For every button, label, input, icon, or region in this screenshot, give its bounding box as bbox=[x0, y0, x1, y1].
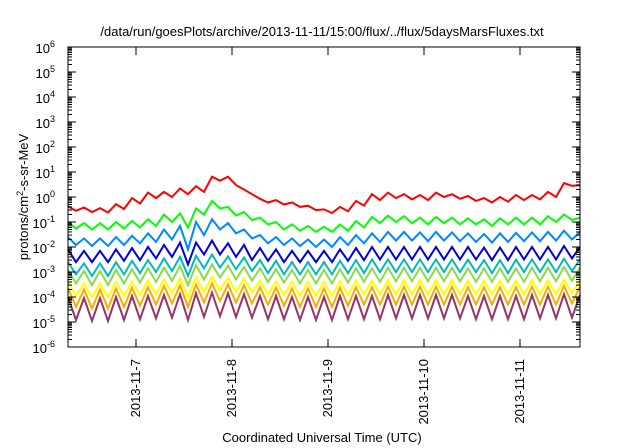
y-tick-label: 10-5 bbox=[33, 314, 55, 331]
y-tick-label: 102 bbox=[36, 139, 55, 156]
y-tick-label: 103 bbox=[36, 114, 55, 131]
series-line-7 bbox=[67, 274, 581, 300]
series-layer bbox=[67, 175, 581, 325]
y-tick-label: 105 bbox=[36, 64, 55, 81]
x-tick-label: 2013-11-11 bbox=[512, 359, 527, 424]
x-tick-label: 2013-11-7 bbox=[128, 359, 143, 417]
series-line-3 bbox=[67, 217, 581, 253]
chart-title: /data/run/goesPlots/archive/2013-11-11/1… bbox=[100, 24, 544, 39]
series-line-8 bbox=[67, 280, 581, 312]
y-tick-label: 100 bbox=[36, 189, 55, 206]
y-tick-label: 101 bbox=[36, 164, 55, 181]
x-tick-label: 2013-11-9 bbox=[320, 359, 335, 417]
x-axis-label: Coordinated Universal Time (UTC) bbox=[222, 430, 421, 445]
y-tick-label: 106 bbox=[36, 39, 55, 56]
series-line-9 bbox=[67, 289, 581, 325]
series-line-1 bbox=[67, 175, 581, 215]
series-line-2 bbox=[67, 199, 581, 234]
x-tick-label: 2013-11-10 bbox=[416, 359, 431, 425]
y-tick-label: 10-4 bbox=[33, 289, 55, 306]
series-line-6 bbox=[67, 262, 581, 288]
y-tick-label: 10-6 bbox=[33, 339, 55, 356]
y-tick-label: 10-2 bbox=[33, 239, 55, 256]
series-line-5 bbox=[67, 252, 581, 279]
y-tick-label: 104 bbox=[36, 89, 55, 106]
x-tick-label: 2013-11-8 bbox=[224, 359, 239, 417]
series-line-4 bbox=[67, 238, 581, 268]
y-tick-label: 10-1 bbox=[33, 214, 55, 231]
x-axis: 2013-11-7 2013-11-8 2013-11-9 2013-11-10 201… bbox=[128, 47, 527, 425]
y-axis: 10-6 10-5 10-4 10-3 10-2 10-1 100 101 102 103 104 1… bbox=[33, 39, 580, 356]
y-tick-label: 10-3 bbox=[33, 264, 55, 281]
y-axis-label: protons/cm2-s-sr-MeV bbox=[15, 133, 31, 260]
